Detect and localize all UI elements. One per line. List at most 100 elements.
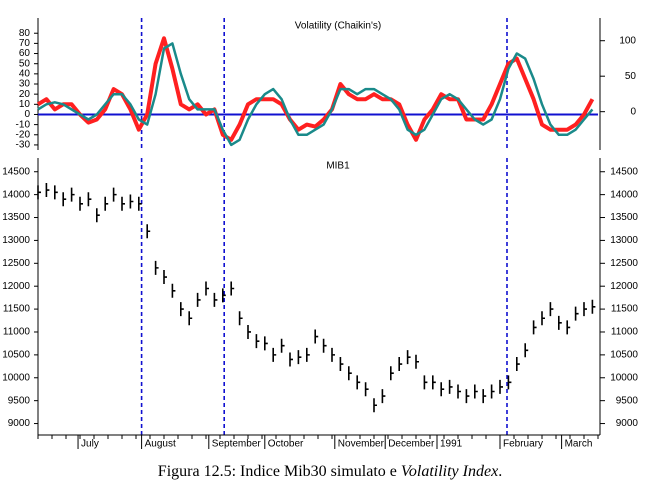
y-tick-label-right: 12000: [610, 281, 638, 292]
y-tick-label: -10: [16, 119, 31, 130]
price-bar: [289, 352, 293, 367]
price-bar: [213, 292, 218, 307]
price-bar: [322, 338, 327, 353]
y-tick-label: 14000: [2, 189, 30, 200]
price-bar: [104, 196, 109, 211]
y-tick-label: 70: [19, 38, 31, 49]
price-bar: [96, 208, 100, 223]
x-tick-label: 1991: [440, 439, 463, 450]
price-bar: [146, 224, 151, 239]
price-bar: [121, 196, 125, 211]
y-tick-label-right: 9500: [616, 395, 639, 406]
panel-title: MIB1: [326, 161, 350, 172]
panel-title: Volatility (Chaikin's): [295, 21, 381, 32]
y2-tick-label: 100: [619, 35, 636, 46]
price-bar: [507, 375, 512, 390]
y-tick-label: 12000: [2, 281, 30, 292]
price-bar: [138, 196, 142, 211]
price-bar: [264, 336, 268, 351]
price-bar: [499, 379, 503, 394]
price-bar: [390, 366, 394, 381]
price-bar: [70, 187, 75, 202]
y-tick-label: 14500: [2, 166, 30, 177]
price-bar: [591, 299, 596, 314]
x-tick-label: November: [338, 439, 385, 450]
price-bar: [230, 281, 235, 296]
y-tick-label-right: 14500: [610, 166, 638, 177]
price-bar: [474, 384, 478, 399]
price-bar: [574, 306, 579, 321]
y-tick-label: 10500: [2, 350, 30, 361]
price-bar: [432, 375, 436, 390]
price-bar: [297, 350, 302, 365]
y-tick-label-right: 12500: [610, 258, 638, 269]
price-bar: [465, 389, 470, 404]
price-bar: [373, 398, 377, 413]
price-bar: [171, 283, 176, 298]
price-bar: [314, 329, 319, 344]
price-bar: [541, 311, 545, 326]
x-tick-label: August: [145, 439, 176, 450]
price-bar: [331, 347, 335, 362]
x-tick-label: December: [388, 439, 435, 450]
y-tick-label-right: 14000: [610, 189, 638, 200]
y-tick-label: -30: [16, 140, 31, 151]
y-tick-label: 12500: [2, 258, 30, 269]
y-tick-label: 10000: [2, 372, 30, 383]
price-bar: [180, 302, 184, 317]
price-bar: [87, 192, 92, 207]
price-bar: [440, 382, 445, 397]
y-tick-label: 11000: [3, 327, 31, 338]
price-bar: [356, 375, 361, 390]
price-bar: [566, 320, 571, 335]
price-bar: [62, 192, 67, 207]
price-bar: [306, 347, 310, 362]
price-bar: [154, 260, 159, 275]
price-bar: [516, 357, 520, 372]
y-tick-label: -20: [16, 129, 31, 140]
y-tick-label: 30: [19, 79, 31, 90]
price-bar: [45, 183, 50, 198]
y-tick-label-right: 11500: [611, 304, 639, 315]
caption-italic: Volatility Index: [401, 463, 498, 480]
y-tick-label: 60: [19, 48, 31, 59]
y-tick-label-right: 11000: [611, 327, 639, 338]
price-bar: [255, 334, 260, 349]
y-tick-label: 13000: [2, 235, 30, 246]
y-tick-label: 9000: [8, 418, 31, 429]
price-bar: [238, 311, 243, 326]
y-tick-label-right: 10500: [610, 350, 638, 361]
y-tick-label: 40: [19, 68, 31, 79]
caption-end: .: [498, 463, 502, 480]
x-tick-label: October: [268, 439, 304, 450]
price-bar: [406, 350, 411, 365]
y2-tick-label: 50: [625, 71, 637, 82]
price-bar: [112, 187, 117, 202]
y-tick-label: 80: [19, 28, 31, 39]
price-bar: [37, 185, 41, 200]
price-bar: [79, 196, 83, 211]
y-tick-label: 11500: [3, 304, 31, 315]
price-bar: [457, 384, 461, 399]
x-tick-label: March: [565, 439, 593, 450]
y-tick-label-right: 10000: [610, 372, 638, 383]
price-bar: [448, 379, 453, 394]
price-bar: [348, 366, 352, 381]
y-tick-label: 20: [19, 89, 31, 100]
y-tick-label: 10: [19, 99, 31, 110]
price-bar: [280, 338, 285, 353]
caption-text: Figura 12.5: Indice Mib30 simulato e: [158, 463, 401, 480]
price-bar: [364, 382, 369, 397]
x-tick-label: September: [212, 439, 262, 450]
volatility-line: [36, 36, 595, 142]
price-bar: [222, 288, 226, 303]
price-bar: [558, 315, 562, 330]
y-tick-label-right: 13000: [610, 235, 638, 246]
price-bar: [482, 389, 487, 404]
price-bar: [532, 320, 537, 335]
price-bar: [129, 194, 134, 209]
caption: Figura 12.5: Indice Mib30 simulato e Vol…: [158, 463, 502, 480]
y-tick-label-right: 13500: [610, 212, 638, 223]
